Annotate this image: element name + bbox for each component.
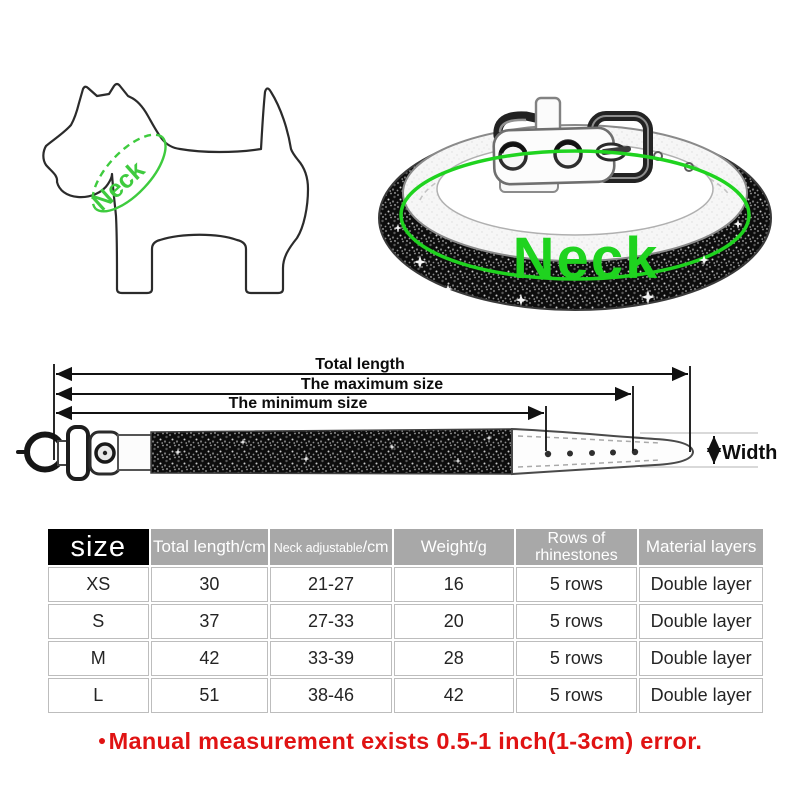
cell-size: L <box>48 678 149 713</box>
cell-neck-adjustable: 33-39 <box>270 641 392 676</box>
header-weight-unit: /g <box>473 539 487 556</box>
table-header-row: size Total length/cm Neck adjustable/cm … <box>48 529 763 565</box>
dimension-lines <box>53 364 722 464</box>
size-table: size Total length/cm Neck adjustable/cm … <box>46 527 765 715</box>
cell-rhinestone-rows: 5 rows <box>515 567 638 602</box>
header-size: size <box>48 529 149 565</box>
total-length-label: Total length <box>315 356 404 373</box>
table-row-m: M 42 33-39 28 5 rows Double layer <box>48 641 763 676</box>
cell-total-length: 51 <box>150 678 269 713</box>
header-neck-adjustable-text: Neck adjustable <box>273 541 363 555</box>
cell-weight: 42 <box>393 678 514 713</box>
table-row-l: L 51 38-46 42 5 rows Double layer <box>48 678 763 713</box>
table-row-xs: XS 30 21-27 16 5 rows Double layer <box>48 567 763 602</box>
buckle-frame-left <box>493 111 545 141</box>
dog-outline <box>42 82 310 295</box>
header-weight-text: Weight <box>420 537 474 556</box>
cell-material: Double layer <box>639 567 763 602</box>
cell-weight: 16 <box>393 567 514 602</box>
cell-rhinestone-rows: 5 rows <box>515 604 638 639</box>
cell-size: M <box>48 641 149 676</box>
cell-material: Double layer <box>639 641 763 676</box>
min-size-label: The minimum size <box>229 395 368 412</box>
header-neck-adjustable-unit: /cm <box>362 539 389 556</box>
table-row-s: S 37 27-33 20 5 rows Double layer <box>48 604 763 639</box>
cell-material: Double layer <box>639 604 763 639</box>
side-keeper <box>66 425 90 481</box>
header-material-layers: Material layers <box>639 529 763 565</box>
header-total-length: Total length/cm <box>150 529 269 565</box>
cell-size: S <box>48 604 149 639</box>
strap-stitch-top <box>517 435 662 444</box>
width-label: Width <box>722 442 777 464</box>
cell-rhinestone-rows: 5 rows <box>515 678 638 713</box>
collar-side-view <box>16 425 758 481</box>
collar-neck-label: Neck <box>513 226 660 291</box>
cell-neck-adjustable: 27-33 <box>270 604 392 639</box>
header-neck-adjustable: Neck adjustable/cm <box>270 529 392 565</box>
header-rhinestone-rows: Rows of rhinestones <box>515 529 638 565</box>
cell-weight: 28 <box>393 641 514 676</box>
side-strap-right <box>511 427 695 476</box>
side-strap-left <box>117 434 155 471</box>
cell-neck-adjustable: 21-27 <box>270 567 392 602</box>
collar-neck-ellipse <box>399 149 751 281</box>
header-total-length-text: Total length <box>153 537 240 556</box>
cell-total-length: 37 <box>150 604 269 639</box>
header-total-length-unit: /cm <box>239 539 266 556</box>
bullet-icon: ● <box>97 732 107 748</box>
cell-total-length: 30 <box>150 567 269 602</box>
strap-stitch-bottom <box>517 459 662 468</box>
cell-material: Double layer <box>639 678 763 713</box>
max-size-label: The maximum size <box>301 376 443 393</box>
cell-rhinestone-rows: 5 rows <box>515 641 638 676</box>
cell-total-length: 42 <box>150 641 269 676</box>
dog-neck-ellipse <box>91 133 167 213</box>
cell-weight: 20 <box>393 604 514 639</box>
measurement-note-text: Manual measurement exists 0.5-1 inch(1-3… <box>108 728 703 754</box>
dog-figure: Neck <box>42 82 310 295</box>
cell-neck-adjustable: 38-46 <box>270 678 392 713</box>
product-diagram: Neck Neck <box>16 82 778 481</box>
cell-size: XS <box>48 567 149 602</box>
header-weight: Weight/g <box>393 529 514 565</box>
rhinestone-band <box>150 428 513 475</box>
dimension-labels: Total length The maximum size The minimu… <box>229 356 778 464</box>
collar-photo: Neck <box>378 96 772 311</box>
measurement-note: ●Manual measurement exists 0.5-1 inch(1-… <box>0 728 800 755</box>
